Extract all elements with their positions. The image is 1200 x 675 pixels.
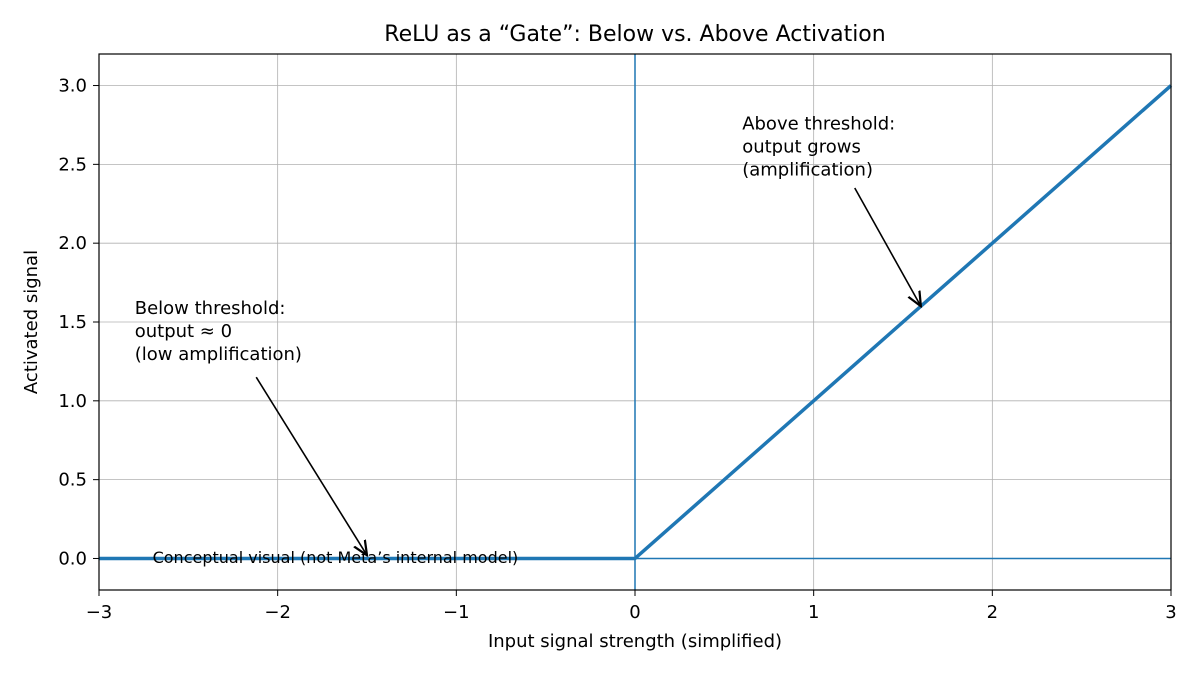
ticks: −3 −2 −1 0 1 2 3 0.0 0.5 1.0 1.5 2.0 2.5 3.0 [58, 76, 1176, 623]
x-tick-label: −3 [86, 602, 113, 623]
y-tick-label: 1.5 [58, 312, 87, 333]
series-layer [99, 84, 1173, 561]
annotation-text: (low amplification) [135, 344, 302, 365]
x-axis-label: Input signal strength (simplified) [488, 631, 782, 652]
annotation-text: Above threshold: [742, 114, 895, 135]
annotation-text: output grows [742, 137, 861, 158]
annotation-text: (amplification) [742, 160, 873, 181]
x-tick-label: 2 [987, 602, 998, 623]
annotation-arrow [854, 187, 921, 306]
y-tick-label: 2.0 [58, 233, 87, 254]
y-tick-label: 2.5 [58, 154, 87, 175]
y-tick-label: 0.0 [58, 548, 87, 569]
y-axis-label: Activated signal [21, 250, 42, 394]
annotation-text: Below threshold: [135, 298, 286, 319]
annotations: Below threshold:output ≈ 0(low amplifica… [135, 114, 921, 567]
y-tick-label: 0.5 [58, 470, 87, 491]
y-tick-label: 1.0 [58, 391, 87, 412]
x-tick-label: 0 [629, 602, 640, 623]
annotation-text: output ≈ 0 [135, 321, 232, 342]
x-tick-label: 3 [1165, 602, 1176, 623]
annotation-arrow [255, 376, 367, 555]
x-tick-label: 1 [808, 602, 819, 623]
x-tick-label: −2 [264, 602, 291, 623]
conceptual-note: Conceptual visual (not Meta’s internal m… [153, 548, 519, 567]
x-tick-label: −1 [443, 602, 470, 623]
y-tick-label: 3.0 [58, 76, 87, 97]
relu-line [99, 84, 1173, 561]
chart-title: ReLU as a “Gate”: Below vs. Above Activa… [384, 22, 885, 47]
